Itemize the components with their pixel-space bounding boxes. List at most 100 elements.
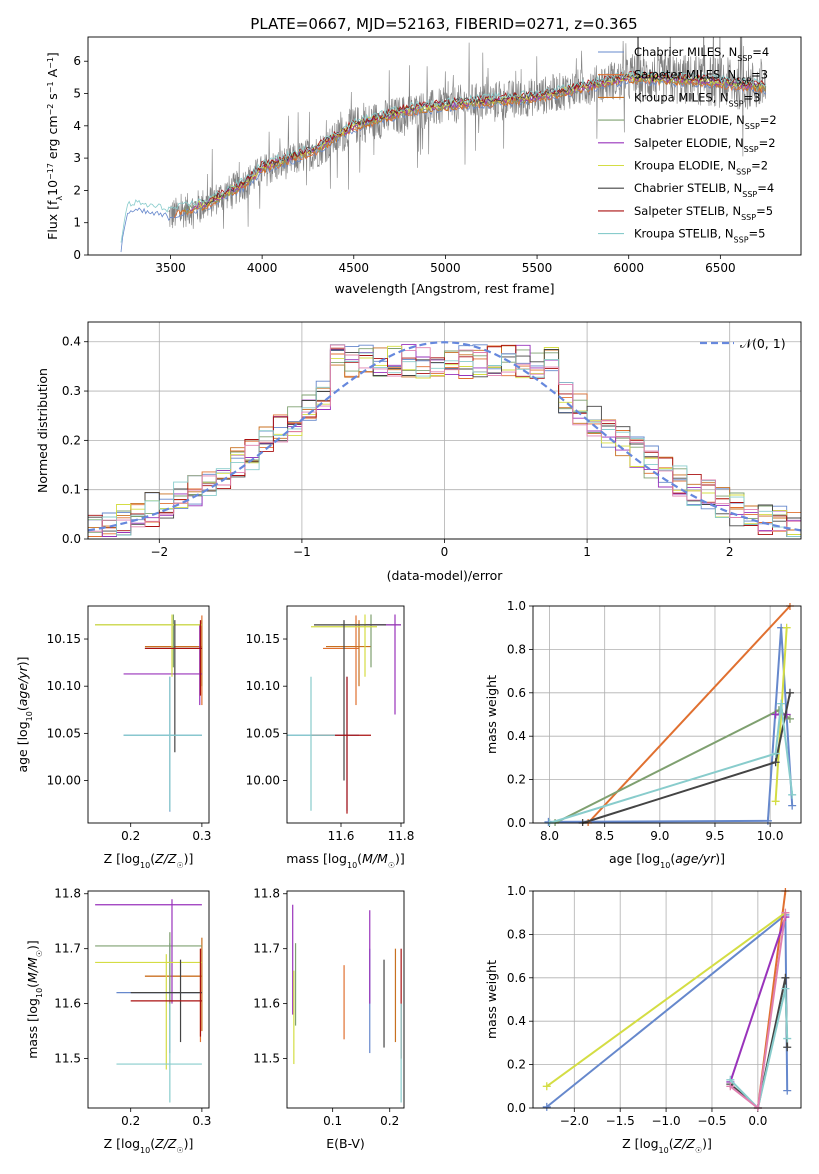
- y-tick-label: 0.4: [62, 335, 81, 349]
- mass-vs-EBV-panel: 0.1 0.2 11.5 11.6 11.7 11.8 E(B-V): [253, 887, 405, 1151]
- weight-vs-Z-panel: −2.0 −1.5 −1.0 −0.5 0.0 0.0 0.2 0.4 0.6 0.8 1.0 Z […: [484, 884, 802, 1155]
- y-tick-label: 10.10: [246, 679, 280, 693]
- mass-vs-EBV-plot-area: [292, 904, 402, 1103]
- x-tick-label: −2: [150, 545, 168, 559]
- x-tick-label: 0.2: [380, 1114, 399, 1128]
- weight-line: [546, 911, 786, 1088]
- weight-line: [546, 912, 789, 1108]
- y-tick-label: 11.6: [253, 997, 280, 1011]
- y-tick-label: 0.8: [507, 642, 526, 656]
- legend-entry: Chabrier ELODIE, NSSP=2: [634, 113, 777, 131]
- y-tick-label: 3: [73, 151, 81, 165]
- x-tick-label: 0.3: [192, 1114, 211, 1128]
- x-axis-label: Z [log10(Z/Z☉)]: [104, 1136, 194, 1155]
- x-tick-label: −1.5: [606, 1114, 635, 1128]
- x-tick-label: −0.5: [697, 1114, 726, 1128]
- y-tick-label: 0.4: [507, 1014, 526, 1028]
- y-tick-label: 10.05: [47, 726, 81, 740]
- weight-line: [729, 988, 789, 1111]
- residual-histogram-step: [88, 348, 801, 537]
- residual-histogram-step: [88, 344, 801, 532]
- model-line-kroupa-stelib: [120, 69, 767, 243]
- weight-line: [729, 916, 787, 1083]
- x-tick-label: 8.5: [595, 829, 614, 843]
- x-tick-label: 5500: [522, 261, 553, 275]
- weight-marker: [781, 984, 790, 993]
- y-tick-label: 10.05: [246, 726, 280, 740]
- weight-marker: [726, 1082, 735, 1091]
- x-tick-label: 0.0: [748, 1114, 767, 1128]
- legend-entry: 𝒩(0, 1): [740, 336, 786, 351]
- y-tick-label: 1.0: [507, 599, 526, 613]
- x-tick-label: 1: [583, 545, 591, 559]
- x-tick-label: 0: [441, 545, 449, 559]
- weight-marker: [788, 801, 797, 810]
- mass-vs-Z-plot-area: [95, 899, 203, 1103]
- x-axis-label: mass [log10(M/M☉)]: [286, 851, 405, 870]
- axes-frame: [87, 605, 210, 824]
- age-vs-mass-plot-area: [287, 614, 401, 814]
- x-tick-label: 8.0: [540, 829, 559, 843]
- weight-marker: [788, 790, 797, 799]
- y-tick-label: 6: [73, 54, 81, 68]
- y-tick-label: 0.6: [507, 686, 526, 700]
- weight-marker: [781, 908, 790, 917]
- y-tick-label: 10.00: [47, 774, 81, 788]
- axes-frame: [87, 36, 802, 256]
- y-tick-label: 10.15: [47, 632, 81, 646]
- x-tick-label: 4500: [338, 261, 369, 275]
- y-tick-label: 0: [73, 248, 81, 262]
- x-tick-label: 6500: [705, 261, 736, 275]
- normal-reference-curve: [88, 341, 801, 532]
- x-axis-label: wavelength [Angstrom, rest frame]: [334, 281, 554, 296]
- x-axis-label: E(B-V): [326, 1136, 365, 1151]
- legend-entry: Salpeter STELIB, NSSP=5: [634, 204, 773, 222]
- y-tick-label: 1.0: [507, 884, 526, 898]
- weight-marker: [783, 1043, 792, 1052]
- legend-entry: Kroupa MILES, NSSP=3: [634, 90, 760, 108]
- weight-vs-age-plot-area: [544, 603, 797, 826]
- y-tick-label: 0.3: [62, 384, 81, 398]
- y-axis-label: mass [log10(M/M☉)]: [25, 940, 44, 1059]
- x-tick-label: 11.8: [388, 829, 415, 843]
- y-tick-label: 0.0: [507, 1101, 526, 1115]
- y-tick-label: 0.0: [62, 532, 81, 546]
- legend: Chabrier MILES, NSSP=4 Salpeter MILES, NS…: [598, 45, 777, 244]
- weight-marker: [542, 1102, 551, 1111]
- weight-marker: [785, 714, 794, 723]
- weight-marker: [777, 699, 786, 708]
- y-tick-label: 0.2: [62, 433, 81, 447]
- y-axis-label: age [log10(age/yr)]: [15, 656, 34, 772]
- legend-entry: Chabrier STELIB, NSSP=4: [634, 181, 774, 199]
- axes-frame: [532, 605, 802, 824]
- residual-panel: −2 −1 0 1 2 0.0 0.1 0.2 0.3 0.4 (data-model)/error…: [35, 321, 802, 583]
- y-tick-label: 2: [73, 183, 81, 197]
- y-tick-label: 11.6: [54, 997, 81, 1011]
- age-vs-mass-panel: 11.6 11.8 10.00 10.05 10.10 10.15 mass [log10(…: [246, 605, 415, 870]
- x-tick-label: 9.5: [705, 829, 724, 843]
- x-tick-label: −1: [293, 545, 311, 559]
- weight-marker: [783, 1086, 792, 1095]
- weight-marker: [763, 816, 772, 825]
- y-tick-label: 11.8: [54, 887, 81, 901]
- weight-marker: [771, 758, 780, 767]
- weight-marker: [771, 797, 780, 806]
- weight-marker: [781, 973, 790, 982]
- weight-line: [549, 703, 794, 824]
- y-tick-label: 0.4: [507, 729, 526, 743]
- weight-line: [587, 605, 791, 824]
- y-tick-label: 11.5: [253, 1052, 280, 1066]
- y-tick-label: 0.8: [507, 927, 526, 941]
- y-tick-label: 0.0: [507, 816, 526, 830]
- x-tick-label: 0.3: [192, 829, 211, 843]
- y-tick-label: 11.7: [54, 942, 81, 956]
- age-vs-Z-panel: 0.2 0.3 10.00 10.05 10.10 10.15 Z [log10(Z/Z☉)…: [15, 605, 211, 870]
- x-tick-label: 0.2: [121, 829, 140, 843]
- weight-vs-Z-plot-area: [542, 888, 792, 1111]
- x-tick-label: 0.1: [323, 1114, 342, 1128]
- legend-entry: Salpeter ELODIE, NSSP=2: [634, 136, 776, 154]
- x-tick-label: −2.0: [560, 1114, 589, 1128]
- x-axis-label: (data-model)/error: [387, 568, 504, 583]
- model-line-salpeter-stelib: [206, 70, 766, 202]
